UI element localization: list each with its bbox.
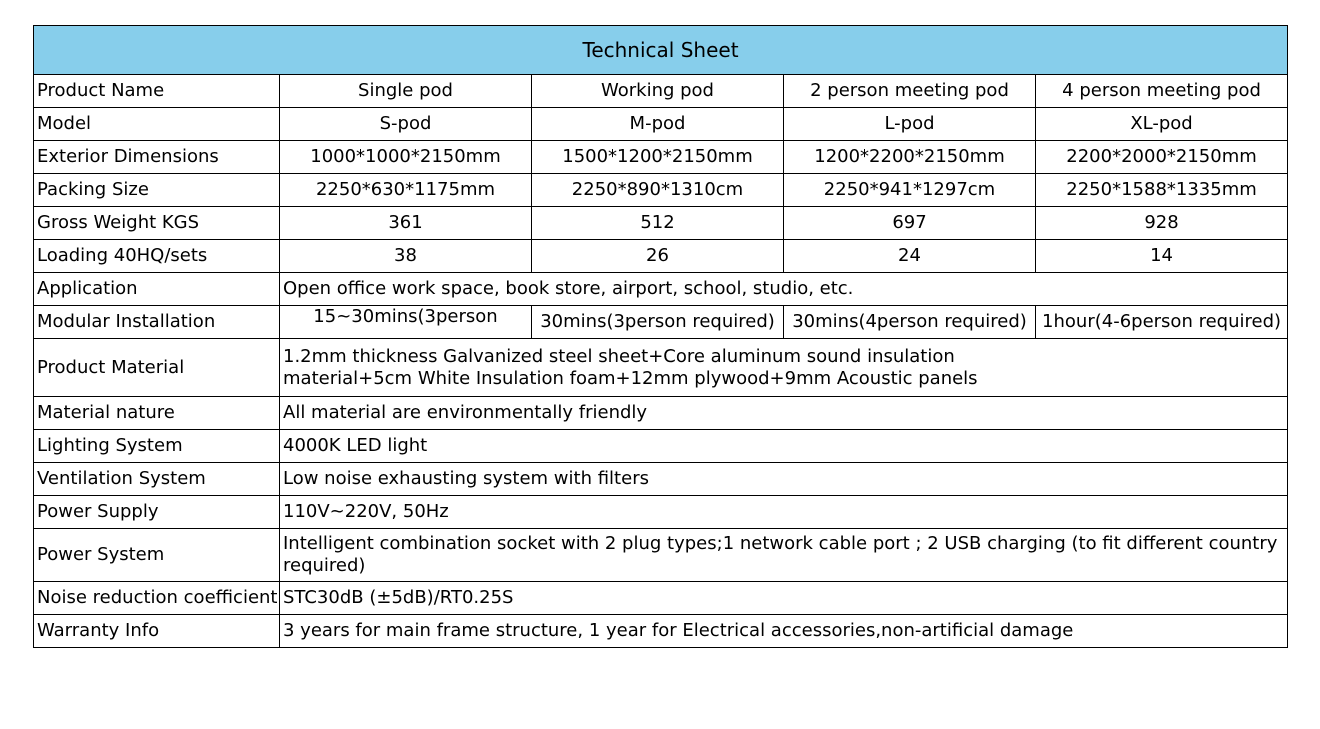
cell-value: 361 <box>279 206 532 240</box>
cell-value: 26 <box>531 239 784 273</box>
row-ventilation-system: Ventilation System Low noise exhausting … <box>33 462 1289 496</box>
power-system-line-2: required) <box>283 555 366 576</box>
row-label: Ventilation System <box>33 462 280 496</box>
row-exterior-dimensions: Exterior Dimensions 1000*1000*2150mm 150… <box>33 140 1289 174</box>
row-application: Application Open office work space, book… <box>33 272 1289 306</box>
cell-value: 14 <box>1034 239 1289 273</box>
cell-value: 2200*2000*2150mm <box>1034 140 1289 174</box>
cell-value: Low noise exhausting system with filters <box>278 462 1289 496</box>
row-gross-weight: Gross Weight KGS 361 512 697 928 <box>33 206 1289 240</box>
row-label: Modular Installation <box>33 305 280 339</box>
row-power-supply: Power Supply 110V~220V, 50Hz <box>33 495 1289 529</box>
row-label: Application <box>33 272 280 306</box>
row-label: Packing Size <box>33 173 280 207</box>
technical-sheet-table: Technical Sheet Product Name Single pod … <box>32 25 1289 648</box>
cell-value: S-pod <box>279 107 532 141</box>
cell-value: 24 <box>783 239 1036 273</box>
row-label: Lighting System <box>33 429 280 463</box>
cell-value: 30mins(4person required) <box>783 305 1036 339</box>
cell-value: 1000*1000*2150mm <box>279 140 532 174</box>
cell-value: 2250*941*1297cm <box>783 173 1036 207</box>
row-loading: Loading 40HQ/sets 38 26 24 14 <box>33 239 1289 273</box>
cell-value: 38 <box>279 239 532 273</box>
cell-value: All material are environmentally friendl… <box>278 396 1289 430</box>
row-label: Gross Weight KGS <box>33 206 280 240</box>
row-packing-size: Packing Size 2250*630*1175mm 2250*890*13… <box>33 173 1289 207</box>
power-system-line-1: Intelligent combination socket with 2 pl… <box>283 533 1278 554</box>
cell-value: Intelligent combination socket with 2 pl… <box>278 528 1289 582</box>
row-material-nature: Material nature All material are environ… <box>33 396 1289 430</box>
row-label: Warranty Info <box>33 614 280 648</box>
cell-value: 4 person meeting pod <box>1034 74 1289 108</box>
cell-value: 512 <box>531 206 784 240</box>
row-label: Power Supply <box>33 495 280 529</box>
row-warranty: Warranty Info 3 years for main frame str… <box>33 614 1289 648</box>
cell-value: 110V~220V, 50Hz <box>278 495 1289 529</box>
row-product-material: Product Material 1.2mm thickness Galvani… <box>33 338 1289 397</box>
row-noise-reduction: Noise reduction coefficient STC30dB (±5d… <box>33 581 1289 615</box>
row-label: Noise reduction coefficient <box>33 581 280 615</box>
cell-value: M-pod <box>531 107 784 141</box>
cell-value: 2250*630*1175mm <box>279 173 532 207</box>
cell-value: L-pod <box>783 107 1036 141</box>
material-line-2: material+5cm White Insulation foam+12mm … <box>283 367 978 389</box>
cell-value: 4000K LED light <box>278 429 1289 463</box>
sheet-title: Technical Sheet <box>32 25 1289 75</box>
row-label: Product Name <box>33 74 280 108</box>
row-lighting-system: Lighting System 4000K LED light <box>33 429 1289 463</box>
row-model: Model S-pod M-pod L-pod XL-pod <box>33 107 1289 141</box>
cell-value: 1500*1200*2150mm <box>531 140 784 174</box>
cell-value: 1hour(4-6person required) <box>1034 305 1289 339</box>
cell-value: 15~30mins(3person <box>279 305 532 339</box>
cell-value: 928 <box>1034 206 1289 240</box>
row-label: Product Material <box>33 338 280 397</box>
row-product-name: Product Name Single pod Working pod 2 pe… <box>33 74 1289 108</box>
row-label: Power System <box>33 528 280 582</box>
cell-value: 2250*1588*1335mm <box>1034 173 1289 207</box>
cell-value: 697 <box>783 206 1036 240</box>
material-line-1: 1.2mm thickness Galvanized steel sheet+C… <box>283 345 955 367</box>
cell-value: Single pod <box>279 74 532 108</box>
title-row: Technical Sheet <box>32 25 1289 75</box>
row-label: Exterior Dimensions <box>33 140 280 174</box>
cell-value: Open office work space, book store, airp… <box>278 272 1289 306</box>
cell-value: 30mins(3person required) <box>531 305 784 339</box>
cell-value: 2250*890*1310cm <box>531 173 784 207</box>
cell-value: 1.2mm thickness Galvanized steel sheet+C… <box>278 338 1289 397</box>
cell-value: STC30dB (±5dB)/RT0.25S <box>278 581 1289 615</box>
row-label: Loading 40HQ/sets <box>33 239 280 273</box>
cell-value: XL-pod <box>1034 107 1289 141</box>
cell-value: 2 person meeting pod <box>783 74 1036 108</box>
row-label: Model <box>33 107 280 141</box>
row-power-system: Power System Intelligent combination soc… <box>33 528 1289 582</box>
row-label: Material nature <box>33 396 280 430</box>
cell-value: 3 years for main frame structure, 1 year… <box>278 614 1289 648</box>
cell-value: Working pod <box>531 74 784 108</box>
row-modular-installation: Modular Installation 15~30mins(3person 3… <box>33 305 1289 339</box>
cell-value: 1200*2200*2150mm <box>783 140 1036 174</box>
